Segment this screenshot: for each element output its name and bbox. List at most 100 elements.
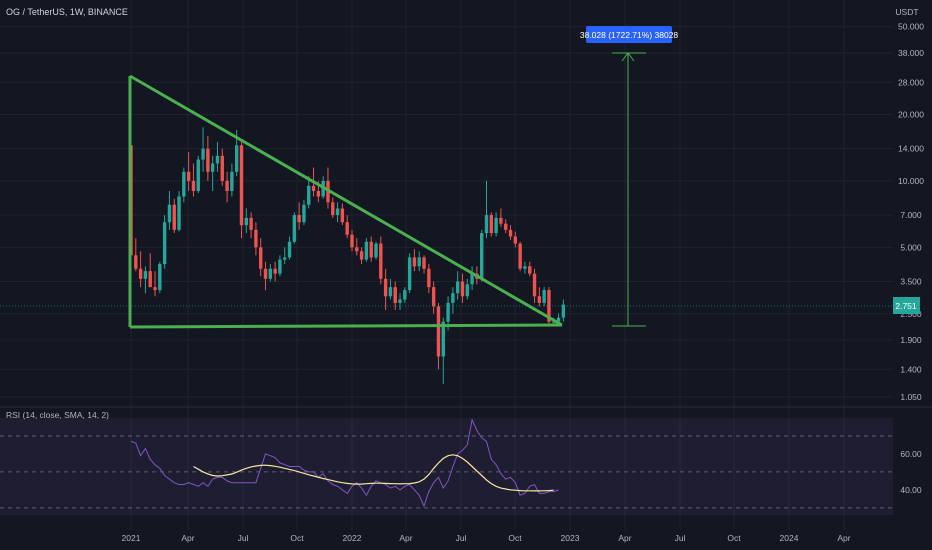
candle-body	[465, 284, 469, 297]
candle-body	[316, 191, 321, 197]
rsi-series	[0, 418, 893, 509]
price-tick-label: 38.000	[898, 48, 924, 58]
candle-body	[441, 321, 445, 357]
time-tick-label: Apr	[399, 533, 412, 543]
candle-body	[263, 268, 268, 279]
candle-body	[528, 266, 532, 274]
candle-body	[340, 208, 345, 223]
candle-body	[561, 304, 566, 318]
candle-body	[364, 241, 369, 260]
candle-body	[537, 296, 542, 303]
candle-body	[547, 290, 551, 322]
candle-body	[177, 196, 181, 230]
candle-body	[523, 266, 527, 269]
candle-body	[249, 217, 253, 230]
candle-body	[355, 247, 359, 252]
candle-body	[379, 243, 383, 279]
candle-body	[451, 293, 455, 303]
price-tick-label: 10.000	[898, 176, 924, 186]
candle-body	[201, 148, 205, 160]
price-tick-label: 1.050	[900, 392, 922, 402]
candle-body	[210, 163, 215, 172]
triangle-hypotenuse[interactable]	[129, 74, 563, 327]
candle-body	[191, 180, 196, 192]
time-tick-label: Apr	[618, 533, 631, 543]
candle-body	[383, 278, 388, 297]
rsi-label[interactable]: RSI (14, close, SMA, 14, 2)	[6, 410, 109, 420]
candle-body	[335, 208, 340, 216]
candle-body	[398, 299, 402, 303]
candle-body	[186, 171, 191, 181]
rsi-ma-line	[193, 454, 554, 492]
candle-body	[350, 234, 354, 248]
rsi-band	[0, 418, 893, 515]
candle-body	[215, 155, 220, 164]
price-tick-label: 3.500	[900, 277, 922, 287]
candle-body	[460, 281, 465, 297]
time-tick-label: Jul	[675, 533, 686, 543]
candle-body	[196, 159, 200, 192]
candle-body	[412, 257, 417, 267]
triangle-base[interactable]	[129, 323, 563, 329]
price-tick-label: 50.000	[898, 22, 924, 32]
candle-body	[283, 257, 287, 260]
candle-body	[494, 217, 498, 234]
candle-body	[455, 281, 460, 294]
candle-body	[167, 204, 172, 223]
time-tick-label: Apr	[837, 533, 850, 543]
candle-body	[158, 264, 162, 291]
time-tick-label: 2023	[561, 533, 580, 543]
candle-body	[556, 317, 561, 322]
rsi-tick-label: 40.00	[900, 485, 922, 495]
candle-body	[427, 268, 431, 288]
time-tick-label: 2021	[122, 533, 141, 543]
candle-body	[436, 306, 441, 357]
candle-body	[407, 257, 412, 291]
price-tick-label: 20.000	[898, 110, 924, 120]
candle-body	[374, 243, 378, 258]
candle-body	[513, 236, 518, 244]
time-tick-label: Oct	[290, 533, 304, 543]
candle-body	[311, 185, 316, 192]
measure-arrow-icon	[621, 52, 635, 62]
price-axis[interactable]: 50.000 38.000 28.000 20.000 14.000 10.000 7.00…	[898, 22, 924, 402]
candle-body	[143, 271, 148, 279]
candle-body	[220, 155, 224, 181]
candle-body	[307, 185, 311, 205]
measure-label: 38.028 (1722.71%) 38028	[580, 30, 679, 40]
price-tick-label: 1.900	[900, 335, 922, 345]
last-price-text: 2.751	[895, 301, 917, 311]
candle-body	[268, 268, 273, 279]
time-tick-label: Apr	[181, 533, 194, 543]
candle-body	[403, 290, 407, 300]
measure-label-bg	[586, 26, 672, 43]
candle-body	[297, 215, 301, 223]
candle-body	[504, 223, 508, 230]
price-tick-label: 1.400	[900, 364, 922, 374]
last-price-tag	[893, 297, 920, 314]
price-tick-label: 5.000	[900, 242, 922, 252]
candle-body	[254, 229, 258, 248]
candle-body	[287, 241, 292, 258]
candle-body	[532, 273, 537, 297]
candle-body	[499, 217, 503, 224]
price-tick-label: 7.000	[900, 210, 922, 220]
rsi-axis[interactable]: 60.00 40.00	[900, 449, 922, 495]
candle-body	[552, 321, 556, 323]
time-axis[interactable]: 2021 Apr Jul Oct 2022 Apr Jul Oct 2023 Apr Jul Oct 2…	[122, 533, 851, 543]
candle-body	[359, 251, 364, 260]
candle-body	[225, 180, 229, 192]
candle-body	[542, 290, 546, 303]
candle-body	[331, 202, 335, 216]
symbol-title[interactable]: OG / TetherUS, 1W, BINANCE	[6, 7, 128, 17]
candle-body	[446, 302, 450, 322]
candle-body	[518, 243, 522, 269]
time-tick-label: Oct	[508, 533, 522, 543]
candle-body	[182, 171, 186, 197]
drawings: 38.028 (1722.71%) 38028	[128, 26, 679, 329]
candle-body	[172, 204, 176, 230]
candle-body	[393, 287, 397, 303]
candle-body	[244, 217, 248, 226]
candle-body	[417, 257, 421, 267]
